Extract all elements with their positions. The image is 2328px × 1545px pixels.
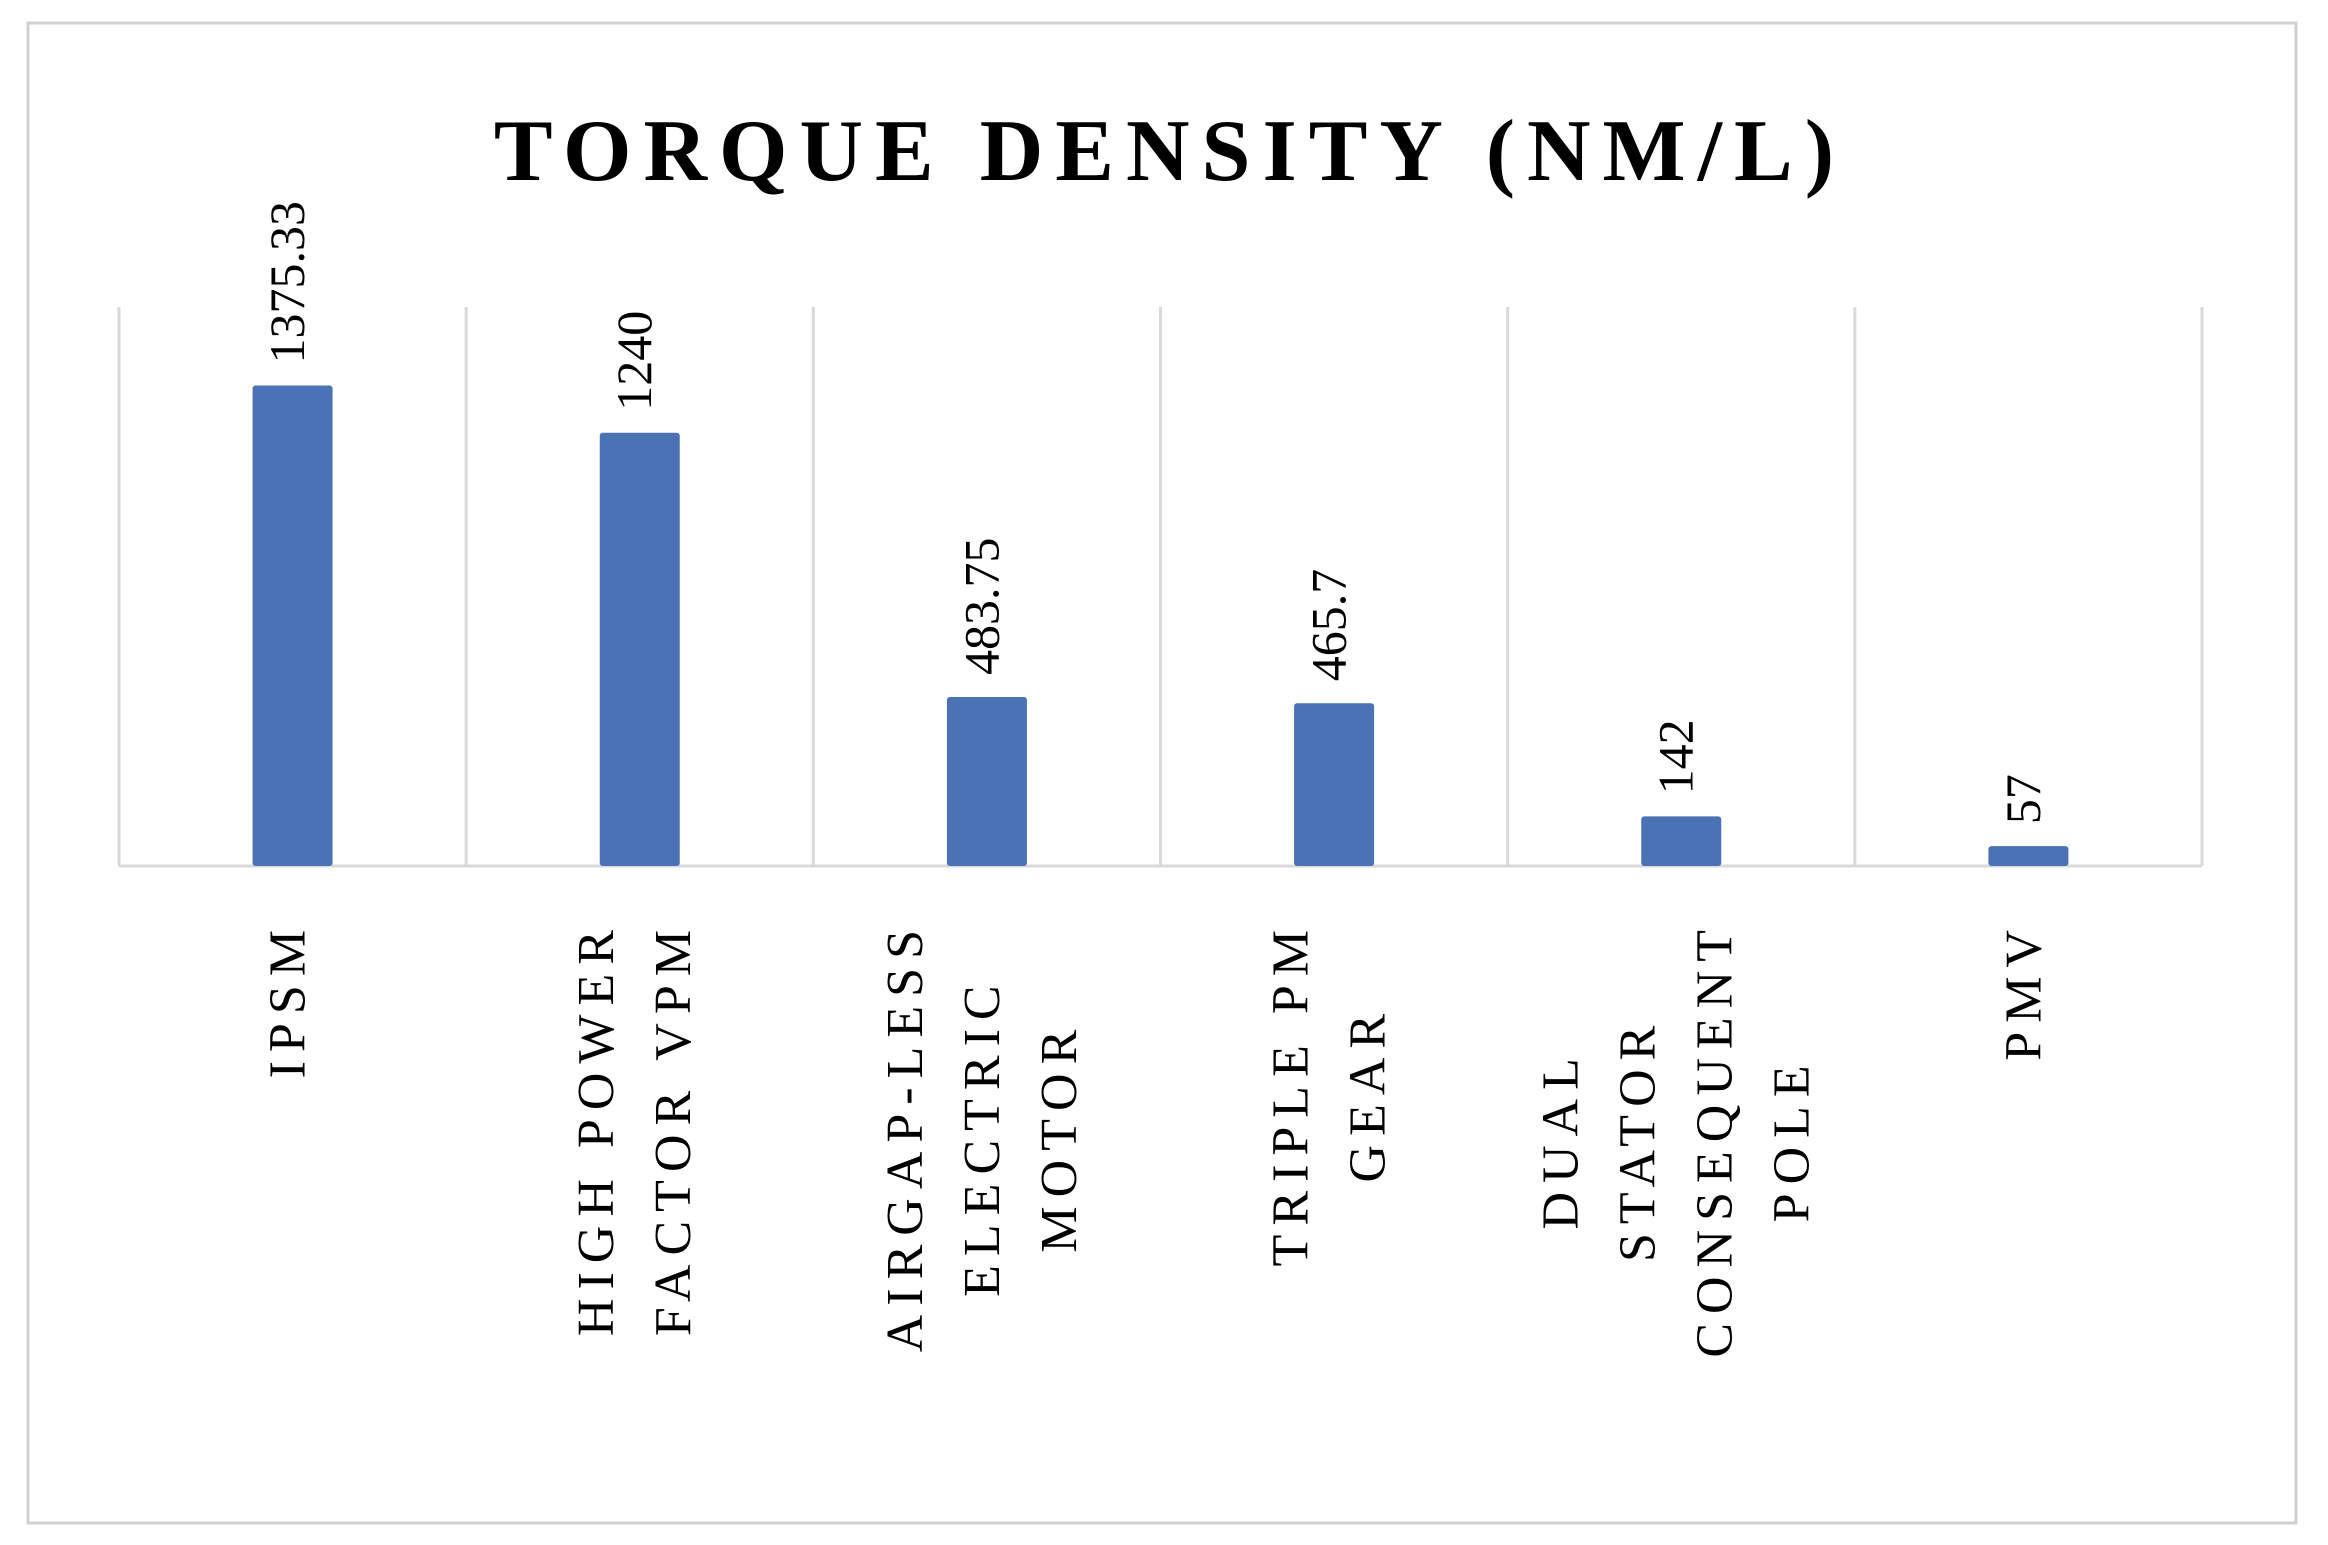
x-tick-label-line: ELECTRIC xyxy=(954,976,1011,1296)
bar xyxy=(1294,703,1375,866)
x-tick-label-line: STATOR xyxy=(1610,1017,1667,1262)
x-tick-label: AIRGAP-LESS ELECTRIC MOTOR xyxy=(877,921,1088,1352)
x-tick-label: PMV xyxy=(1995,921,2052,1061)
chart-title: TORQUE DENSITY (NM/L) xyxy=(494,103,1846,200)
x-tick-label-line: GEAR xyxy=(1340,1005,1397,1183)
x-tick-label-line: FACTOR VPM xyxy=(645,921,702,1336)
bar xyxy=(599,432,680,866)
x-tick-label-line: AIRGAP-LESS xyxy=(877,921,934,1352)
data-label: 465.7 xyxy=(1301,569,1357,682)
bar xyxy=(1641,816,1722,866)
x-tick-label-line: TRIPLE PM xyxy=(1263,921,1320,1266)
x-tick-label-line: IPSM xyxy=(260,921,317,1078)
data-label: 1375.33 xyxy=(259,201,315,364)
x-tick-label-line: HIGH POWER xyxy=(568,921,625,1336)
data-label: 142 xyxy=(1648,719,1704,794)
x-tick-label: TRIPLE PM GEAR xyxy=(1263,921,1397,1266)
bar xyxy=(1988,846,2069,866)
data-label: 1240 xyxy=(606,311,662,411)
x-tick-label: HIGH POWER FACTOR VPM xyxy=(568,921,702,1336)
bar xyxy=(252,385,333,866)
x-tick-label-line: MOTOR xyxy=(1031,1021,1088,1253)
data-label: 57 xyxy=(1995,774,2051,824)
x-tick-label-line: POLE xyxy=(1764,1056,1821,1222)
x-tick-label: DUAL STATOR CONSEQUENT POLE xyxy=(1533,921,1821,1358)
x-tick-label: IPSM xyxy=(260,921,317,1078)
bar xyxy=(946,696,1027,866)
x-tick-label-line: PMV xyxy=(1995,921,2052,1061)
x-tick-label-line: DUAL xyxy=(1533,1049,1590,1229)
data-label: 483.75 xyxy=(953,537,1009,675)
x-tick-label-line: CONSEQUENT xyxy=(1687,921,1744,1358)
